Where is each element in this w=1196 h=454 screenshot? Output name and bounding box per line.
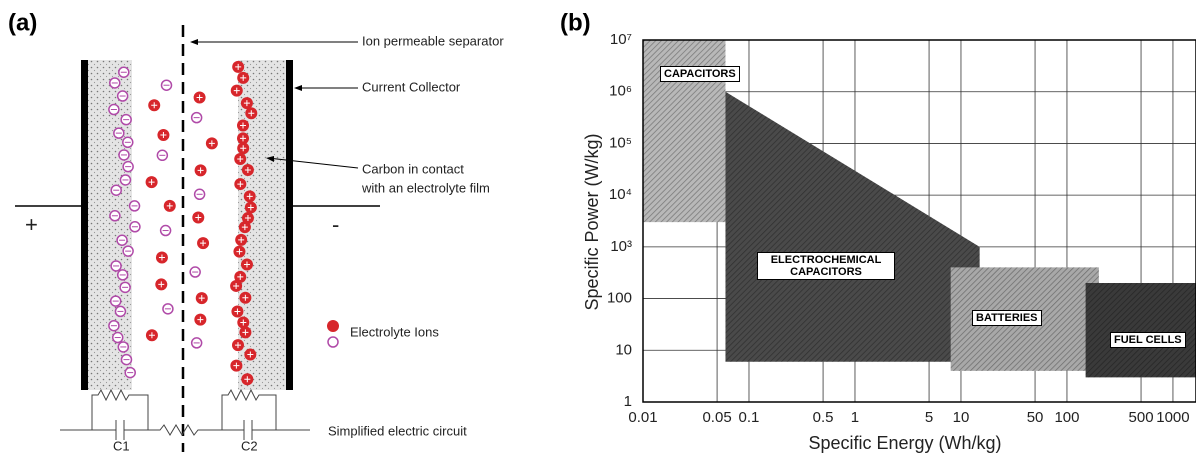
plot: CAPACITORS ELECTROCHEMICAL CAPACITORS BATT… [643, 40, 1196, 402]
x-tick-label: 0.01 [628, 409, 657, 426]
collector-left [81, 60, 88, 390]
panel-b: (b) Specific Energy (Wh/kg) Specific Pow… [560, 9, 1196, 452]
minus-sign: - [332, 212, 339, 237]
circuit [60, 390, 310, 440]
region-label-wrap: CAPACITORS [660, 64, 750, 82]
x-tick-label: 0.1 [739, 409, 760, 426]
label: with an electrolyte film [361, 180, 490, 195]
y-tick-label: 100 [607, 290, 632, 307]
legend-ion-negative [328, 337, 338, 347]
x-tick-label: 0.5 [813, 409, 834, 426]
legend-label: Electrolyte Ions [350, 324, 439, 339]
region-label-wrap: FUEL CELLS [1110, 330, 1196, 348]
y-tick-label: 10⁷ [610, 31, 632, 48]
region-label-wrap: ELECTROCHEMICAL CAPACITORS [757, 252, 907, 280]
label: Ion permeable separator [362, 33, 504, 48]
region-label-box: CAPACITORS [660, 64, 750, 104]
y-tick-label: 10⁴ [609, 186, 632, 203]
panel-label: (a) [8, 9, 37, 36]
label: C1 [113, 438, 130, 453]
y-tick-label: 10⁵ [609, 134, 632, 151]
label: Current Collector [362, 79, 461, 94]
arrowhead [294, 85, 302, 91]
x-tick-label: 0.05 [702, 409, 731, 426]
x-tick-label: 1000 [1156, 409, 1189, 426]
region-label: BATTERIES [972, 310, 1042, 326]
collector-right [286, 60, 293, 390]
region-label: ELECTROCHEMICAL CAPACITORS [757, 252, 895, 280]
y-tick-label: 10 [615, 341, 632, 358]
figure: (a) + - Ion permeable separator Current … [0, 0, 1196, 454]
x-tick-label: 500 [1129, 409, 1154, 426]
region-texture [725, 92, 979, 362]
label: C2 [241, 438, 258, 453]
y-tick-label: 10³ [610, 238, 632, 255]
region-label-box: ELECTROCHEMICAL CAPACITORS [757, 252, 907, 292]
label: Simplified electric circuit [328, 423, 467, 438]
y-tick-label: 10⁶ [609, 83, 632, 100]
x-tick-label: 100 [1054, 409, 1079, 426]
arrowhead [190, 39, 198, 45]
x-tick-label: 50 [1027, 409, 1044, 426]
x-tick-label: 10 [953, 409, 970, 426]
label: Carbon in contact [362, 161, 464, 176]
x-axis-title: Specific Energy (Wh/kg) [808, 433, 1001, 453]
y-axis-title: Specific Power (W/kg) [582, 133, 602, 310]
panel-a: (a) + - Ion permeable separator Current … [8, 9, 504, 453]
region-label-box: BATTERIES [972, 308, 1052, 348]
region-label: FUEL CELLS [1110, 332, 1186, 348]
y-tick-label: 1 [624, 393, 632, 410]
region-label: CAPACITORS [660, 66, 740, 82]
region-label-wrap: BATTERIES [972, 308, 1052, 326]
plus-sign: + [25, 212, 38, 237]
region-label-box: FUEL CELLS [1110, 330, 1196, 370]
x-tick-label: 1 [851, 409, 859, 426]
legend-ion-positive [327, 320, 339, 332]
x-tick-label: 5 [925, 409, 933, 426]
panel-label: (b) [560, 9, 591, 36]
